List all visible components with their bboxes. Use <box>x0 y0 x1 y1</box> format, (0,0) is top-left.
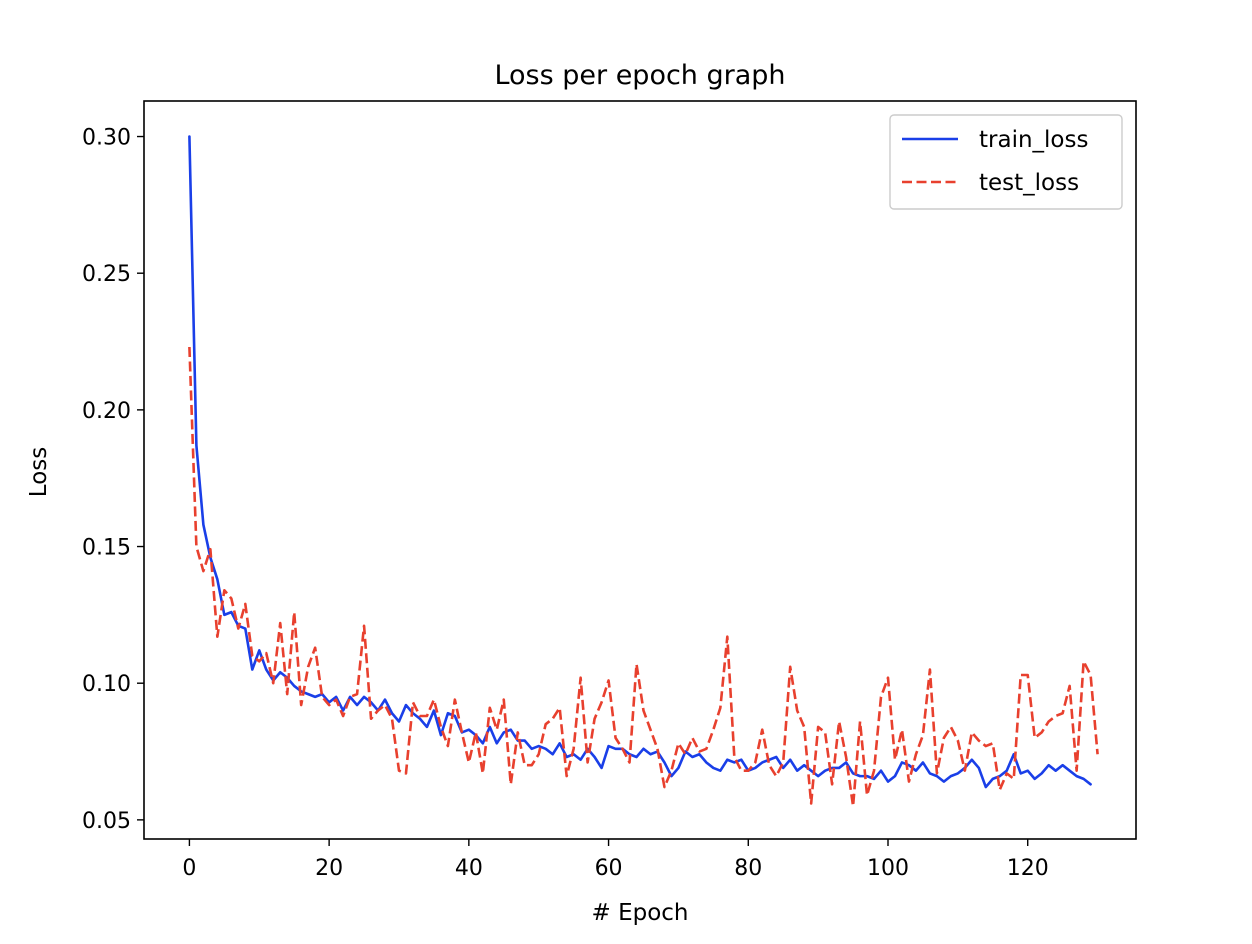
series-line-test-loss <box>188 346 1099 808</box>
legend-label-test-loss: test_loss <box>979 170 1079 196</box>
x-tick-label: 20 <box>315 856 343 881</box>
x-tick-label: 0 <box>182 856 196 881</box>
series-line-train-loss <box>188 135 1092 789</box>
x-tick-label: 60 <box>595 856 623 881</box>
y-tick-label: 0.20 <box>82 399 131 424</box>
y-tick-label: 0.25 <box>82 262 131 287</box>
x-axis: 0 20 40 60 80 100 120 <box>182 839 1049 881</box>
plot-frame <box>143 100 1137 840</box>
legend-label-train-loss: train_loss <box>979 127 1088 153</box>
y-tick-label: 0.15 <box>82 536 131 561</box>
y-tick-label: 0.30 <box>82 126 131 151</box>
x-axis-label: # Epoch <box>591 900 688 926</box>
y-tick-label: 0.10 <box>82 672 131 697</box>
y-axis: 0.05 0.10 0.15 0.20 0.25 0.30 <box>82 126 144 834</box>
x-tick-label: 100 <box>867 856 909 881</box>
x-tick-label: 120 <box>1007 856 1049 881</box>
y-tick-label: 0.05 <box>82 809 131 834</box>
chart-title: Loss per epoch graph <box>494 60 785 91</box>
x-tick-label: 80 <box>734 856 762 881</box>
legend: train_loss test_loss <box>889 114 1123 210</box>
y-axis-label: Loss <box>26 447 52 497</box>
plot-area <box>143 100 1137 840</box>
x-tick-label: 40 <box>455 856 483 881</box>
